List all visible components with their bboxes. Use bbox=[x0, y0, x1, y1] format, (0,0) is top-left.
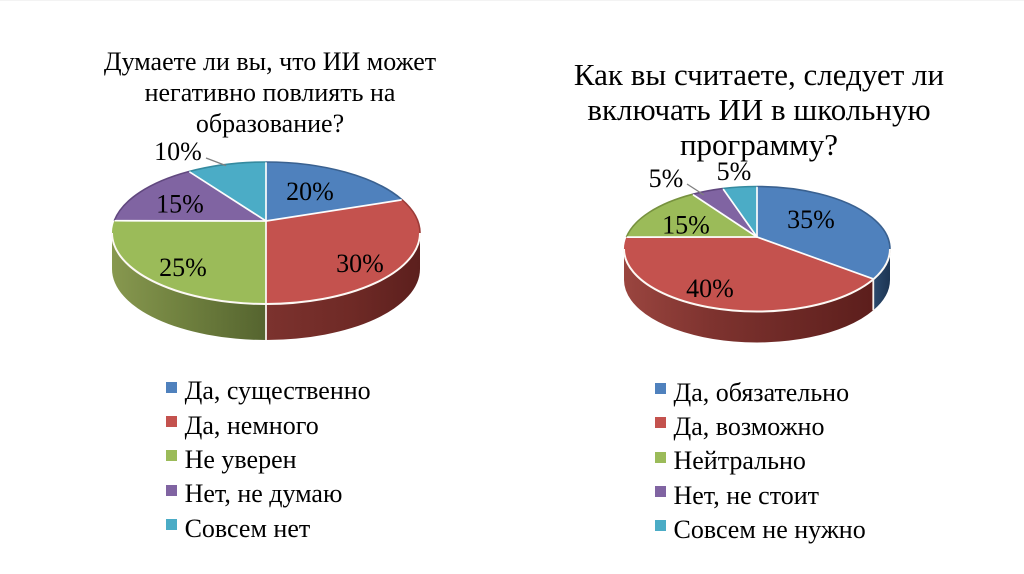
svg-text:25%: 25% bbox=[159, 253, 207, 282]
svg-text:10%: 10% bbox=[154, 137, 202, 166]
svg-text:35%: 35% bbox=[787, 205, 835, 234]
svg-text:5%: 5% bbox=[717, 157, 752, 186]
svg-text:15%: 15% bbox=[156, 190, 204, 219]
svg-text:5%: 5% bbox=[649, 164, 684, 193]
svg-text:20%: 20% bbox=[286, 177, 334, 206]
svg-text:40%: 40% bbox=[686, 274, 734, 303]
svg-text:15%: 15% bbox=[662, 211, 710, 240]
svg-text:30%: 30% bbox=[336, 249, 384, 278]
